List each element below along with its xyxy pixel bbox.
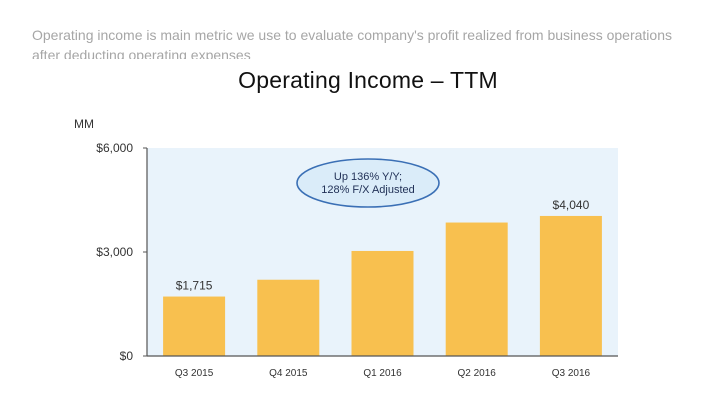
x-tick-label: Q1 2016 bbox=[363, 368, 402, 379]
bar-q4-2015 bbox=[257, 279, 320, 356]
data-label: $4,040 bbox=[553, 198, 590, 212]
x-tick-label: Q4 2015 bbox=[269, 368, 308, 379]
bar-q3-2016 bbox=[539, 215, 602, 356]
intro-text: Operating income is main metric we use t… bbox=[32, 27, 672, 59]
x-tick-label: Q3 2015 bbox=[175, 368, 214, 379]
annotation-text: Up 136% Y/Y; bbox=[334, 171, 402, 183]
bar-q2-2016 bbox=[445, 222, 508, 356]
annotation-text: 128% F/X Adjusted bbox=[321, 184, 415, 196]
x-tick-label: Q2 2016 bbox=[458, 368, 497, 379]
chart-title: Operating Income – TTM bbox=[238, 67, 498, 93]
bar-q3-2015 bbox=[163, 296, 226, 356]
y-unit-label: MM bbox=[74, 117, 94, 131]
bar-q1-2016 bbox=[351, 250, 414, 356]
y-tick-label: $3,000 bbox=[96, 245, 133, 259]
x-tick-label: Q3 2016 bbox=[552, 368, 591, 379]
data-label: $1,715 bbox=[176, 279, 213, 293]
annotation-callout bbox=[296, 158, 440, 208]
y-tick-label: $6,000 bbox=[96, 141, 133, 155]
y-tick-label: $0 bbox=[120, 349, 134, 363]
